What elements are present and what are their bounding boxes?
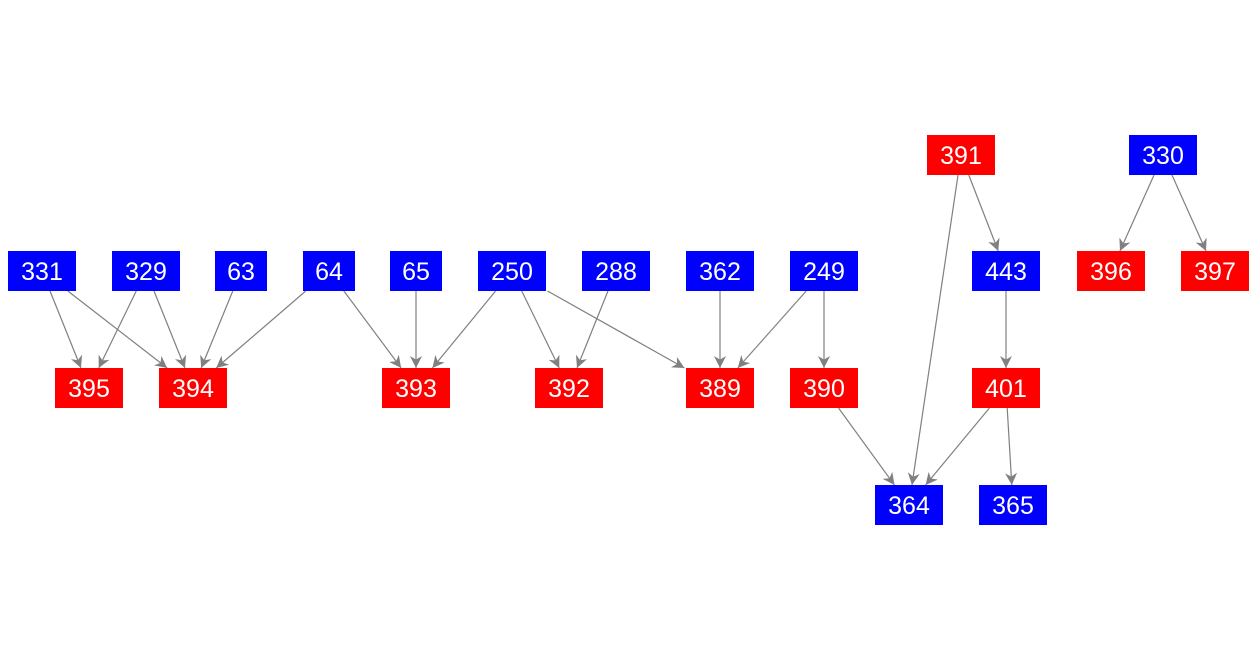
node-box	[972, 368, 1040, 408]
edge-391-to-443	[968, 174, 1000, 252]
node-box	[686, 251, 754, 291]
node-63: 63	[215, 251, 267, 291]
edge-64-to-394	[215, 290, 307, 369]
edge-331-to-395	[49, 290, 83, 369]
node-label: 329	[125, 258, 167, 286]
edge-250-to-389	[547, 290, 685, 369]
node-label: 330	[1142, 142, 1184, 170]
node-box	[215, 251, 267, 291]
node-443: 443	[972, 251, 1040, 291]
node-label: 288	[595, 258, 637, 286]
node-label: 249	[803, 258, 845, 286]
edge-329-to-395	[98, 290, 137, 369]
node-label: 394	[172, 375, 214, 403]
node-box	[535, 368, 603, 408]
edge-391-to-364	[907, 174, 959, 486]
node-box	[582, 251, 650, 291]
node-392: 392	[535, 368, 603, 408]
node-box	[112, 251, 180, 291]
node-64: 64	[303, 251, 355, 291]
edge-250-to-392	[521, 290, 560, 369]
node-249: 249	[790, 251, 858, 291]
node-box	[478, 251, 546, 291]
edge-330-to-397	[1171, 174, 1207, 252]
node-362: 362	[686, 251, 754, 291]
node-box	[790, 251, 858, 291]
edge-401-to-364	[925, 407, 990, 486]
node-box	[303, 251, 355, 291]
node-395: 395	[55, 368, 123, 408]
node-397: 397	[1181, 251, 1249, 291]
edge-330-to-396	[1119, 174, 1155, 252]
node-box	[927, 135, 995, 175]
edge-390-to-364	[838, 407, 895, 486]
node-box	[972, 251, 1040, 291]
node-288: 288	[582, 251, 650, 291]
node-label: 250	[491, 258, 533, 286]
node-label: 63	[227, 258, 255, 286]
node-389: 389	[686, 368, 754, 408]
edges-layer	[49, 174, 1207, 486]
node-label: 64	[315, 258, 343, 286]
node-box	[686, 368, 754, 408]
node-250: 250	[478, 251, 546, 291]
node-box	[790, 368, 858, 408]
node-label: 396	[1090, 258, 1132, 286]
node-box	[875, 485, 943, 525]
node-331: 331	[8, 251, 76, 291]
node-box	[382, 368, 450, 408]
edge-64-to-393	[343, 290, 402, 369]
node-label: 401	[985, 375, 1027, 403]
edge-288-to-392	[575, 290, 609, 369]
node-box	[159, 368, 227, 408]
node-box	[1077, 251, 1145, 291]
node-label: 390	[803, 375, 845, 403]
node-box	[55, 368, 123, 408]
node-label: 395	[68, 375, 110, 403]
node-65: 65	[390, 251, 442, 291]
node-label: 397	[1194, 258, 1236, 286]
node-box	[390, 251, 442, 291]
node-label: 393	[395, 375, 437, 403]
edge-63-to-394	[200, 290, 234, 369]
node-label: 443	[985, 258, 1027, 286]
node-label: 365	[992, 492, 1034, 520]
node-365: 365	[979, 485, 1047, 525]
node-label: 362	[699, 258, 741, 286]
node-label: 392	[548, 375, 590, 403]
node-396: 396	[1077, 251, 1145, 291]
node-box	[8, 251, 76, 291]
node-label: 331	[21, 258, 63, 286]
node-393: 393	[382, 368, 450, 408]
node-401: 401	[972, 368, 1040, 408]
node-box	[1181, 251, 1249, 291]
nodes-layer: 331 329 63 64 65 250 288 362 249 391 443 330 396 397 3…	[8, 135, 1249, 525]
node-391: 391	[927, 135, 995, 175]
node-394: 394	[159, 368, 227, 408]
node-label: 389	[699, 375, 741, 403]
node-box	[1129, 135, 1197, 175]
node-364: 364	[875, 485, 943, 525]
edge-250-to-393	[431, 290, 497, 369]
node-label: 391	[940, 142, 982, 170]
node-label: 65	[402, 258, 430, 286]
edge-401-to-365	[1005, 407, 1018, 486]
edge-249-to-389	[737, 290, 807, 369]
node-390: 390	[790, 368, 858, 408]
node-329: 329	[112, 251, 180, 291]
edge-329-to-394	[153, 290, 187, 369]
node-330: 330	[1129, 135, 1197, 175]
node-box	[979, 485, 1047, 525]
node-label: 364	[888, 492, 930, 520]
